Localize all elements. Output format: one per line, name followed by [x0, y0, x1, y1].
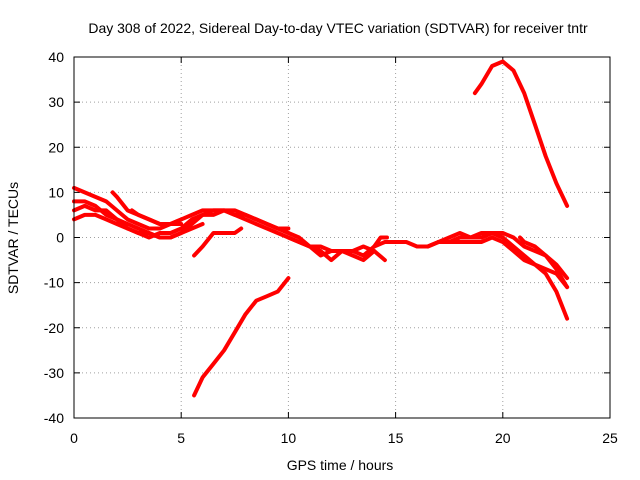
x-tick-label: 25 — [602, 430, 618, 446]
x-axis-label: GPS time / hours — [287, 457, 394, 473]
y-tick-label: 10 — [48, 184, 64, 200]
x-tick-label: 10 — [281, 430, 297, 446]
x-tick-label: 20 — [495, 430, 511, 446]
plot-frame — [73, 56, 611, 419]
x-tick-label: 15 — [388, 430, 404, 446]
y-tick-label: -40 — [44, 410, 64, 426]
series-line-trace-14 — [479, 231, 570, 321]
chart-title: Day 308 of 2022, Sidereal Day-to-day VTE… — [88, 20, 588, 36]
series-line-trace-11 — [372, 235, 389, 249]
series-line-trace-9 — [286, 231, 377, 263]
series-line-trace-7 — [192, 226, 244, 258]
x-tick-label: 5 — [177, 430, 185, 446]
series-line-trace-4 — [72, 212, 205, 240]
series-line-trace-17 — [192, 276, 291, 398]
series-line-trace-6 — [129, 208, 184, 226]
y-tick-label: 0 — [56, 230, 64, 246]
y-tick-label: 20 — [48, 139, 64, 155]
series-line-trace-10 — [297, 240, 387, 263]
y-tick-label: -30 — [44, 365, 64, 381]
grid-lines — [74, 57, 610, 418]
y-tick-label: 40 — [48, 49, 64, 65]
y-axis-label: SDTVAR / TECUs — [5, 182, 21, 294]
series-line-trace-13 — [436, 235, 570, 290]
series-traces — [72, 59, 570, 398]
x-tick-label: 0 — [70, 430, 78, 446]
series-line-trace-3 — [72, 203, 291, 240]
series-line-trace-15 — [518, 235, 570, 290]
y-tick-label: 30 — [48, 94, 64, 110]
series-line-trace-16 — [472, 59, 570, 208]
y-tick-label: -10 — [44, 275, 64, 291]
y-tick-label: -20 — [44, 320, 64, 336]
